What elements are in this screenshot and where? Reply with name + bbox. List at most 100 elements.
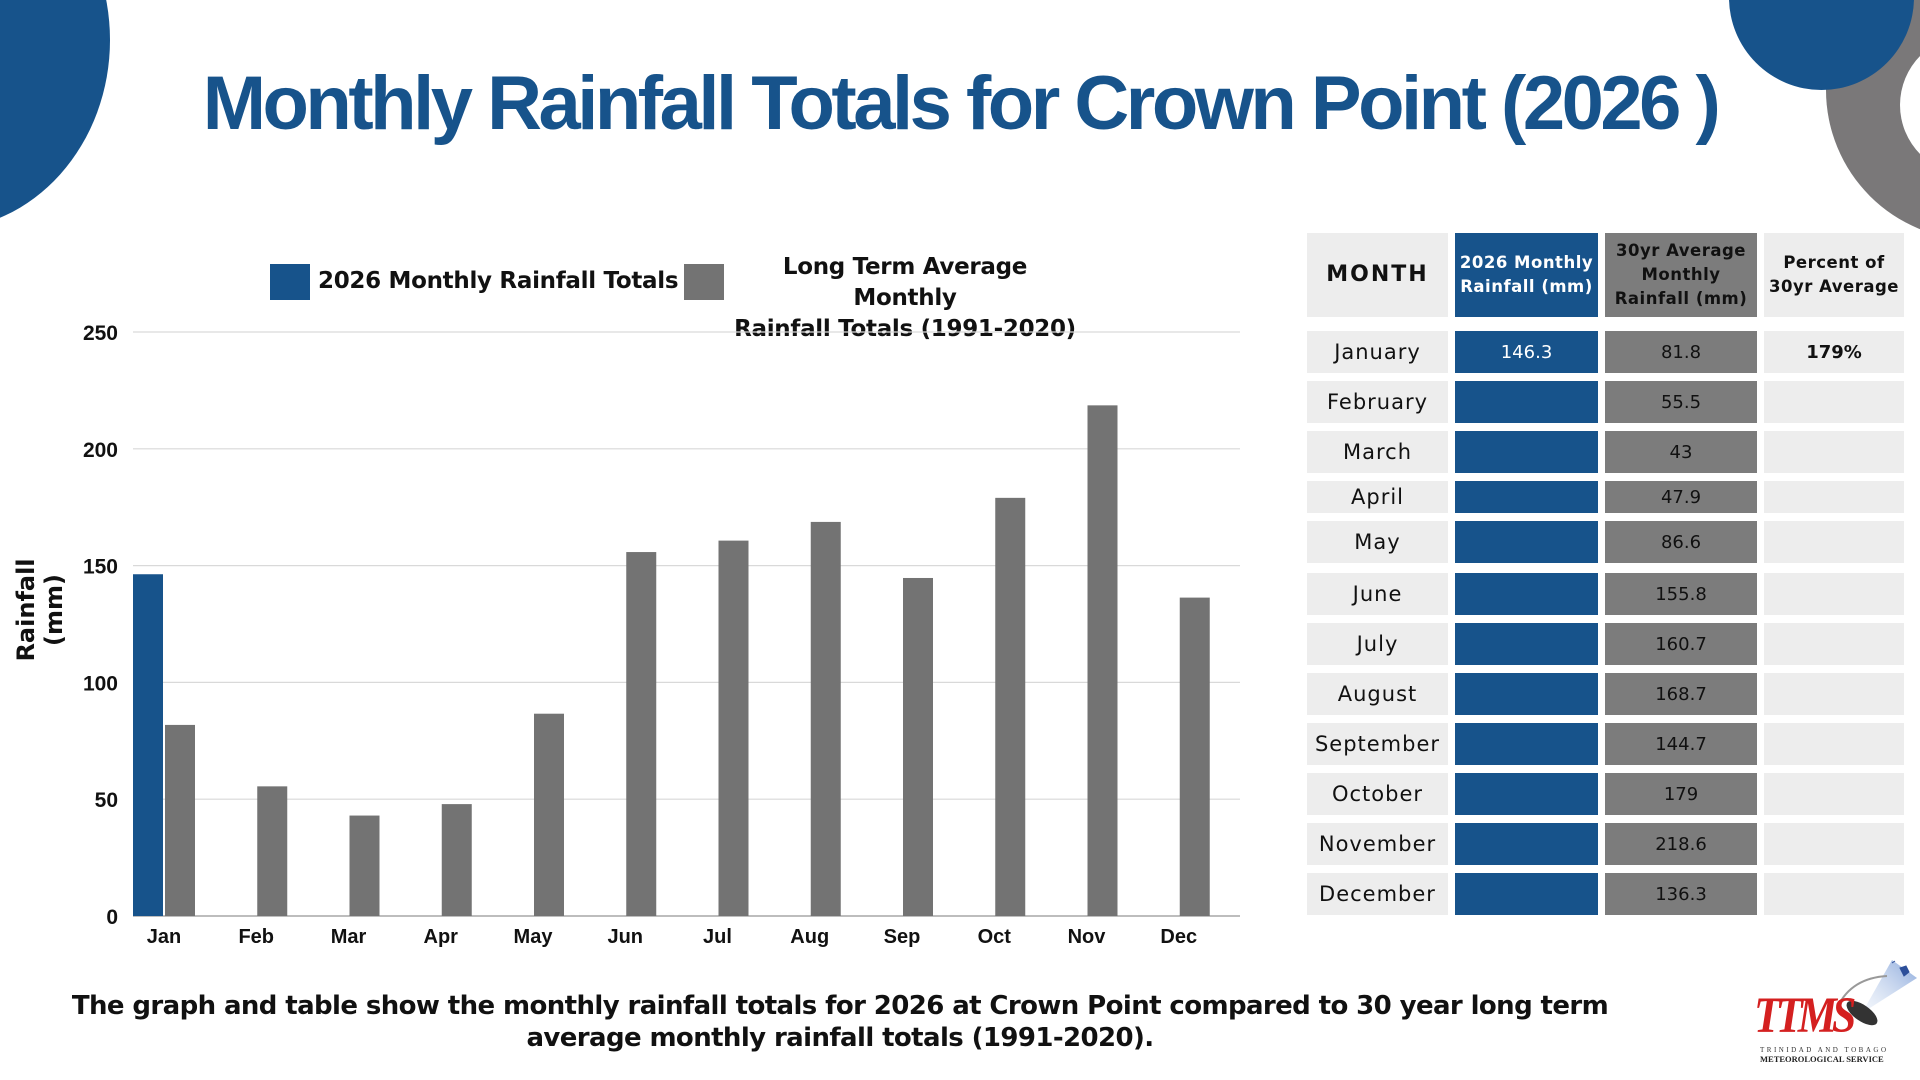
bar-2026-jan — [133, 574, 163, 916]
x-tick-label: Jun — [607, 926, 643, 948]
table-cell-month: June — [1307, 573, 1448, 615]
table-cell-30yr-average-text: 55.5 — [1660, 391, 1702, 413]
table-cell-month-text: March — [1342, 440, 1412, 464]
table-cell-30yr-average-text: 86.6 — [1660, 531, 1702, 553]
gridlines — [133, 331, 1240, 917]
table-cell-month: September — [1307, 723, 1448, 765]
bar-average-jun — [626, 552, 657, 916]
bar-average-may — [534, 713, 564, 916]
table-header-2026-line2: Rainfall (mm) — [1460, 277, 1593, 296]
table-cell-month: April — [1307, 481, 1448, 513]
table-header-2026-rainfall: 2026 Monthly Rainfall (mm) — [1455, 233, 1598, 317]
table-cell-percent — [1764, 521, 1904, 563]
table-cell-month: January — [1307, 331, 1448, 373]
footer-caption-line2: average monthly rainfall totals (1991-20… — [526, 1023, 1154, 1053]
page-title: Monthly Rainfall Totals for Crown Point … — [0, 60, 1920, 147]
rainfall-bar-chart: 0 50 100 150 200 250 Jan Feb Mar Apr May Jun Jul Aug… — [83, 322, 1240, 948]
table-cell-month-text: April — [1351, 485, 1404, 509]
x-tick-label: Dec — [1160, 926, 1197, 948]
table-cell-month: February — [1307, 381, 1448, 423]
table-header-avg-line3: Rainfall (mm) — [1614, 289, 1748, 308]
table-cell-2026-rainfall — [1455, 431, 1598, 473]
table-cell-month-text: February — [1326, 390, 1429, 414]
table-cell-30yr-average: 155.8 — [1605, 573, 1757, 615]
table-header-avg-line1: 30yr Average — [1616, 241, 1746, 260]
table-cell-month: August — [1307, 673, 1448, 715]
table-header-2026-line1: 2026 Monthly — [1459, 253, 1594, 272]
legend-swatch-average — [684, 264, 724, 300]
table-cell-30yr-average: 160.7 — [1605, 623, 1757, 665]
table-cell-percent — [1764, 873, 1904, 915]
table-cell-30yr-average-text: 43 — [1669, 441, 1693, 463]
table-cell-30yr-average-text: 155.8 — [1655, 583, 1707, 605]
table-cell-30yr-average: 136.3 — [1605, 873, 1757, 915]
legend-label-2026: 2026 Monthly Rainfall Totals — [318, 268, 679, 294]
table-cell-percent — [1764, 381, 1904, 423]
table-cell-30yr-average-text: 47.9 — [1660, 486, 1702, 508]
table-cell-30yr-average-text: 160.7 — [1655, 633, 1707, 655]
bars — [133, 405, 1210, 916]
table-cell-percent — [1764, 823, 1904, 865]
table-cell-percent — [1764, 623, 1904, 665]
table-cell-month: December — [1307, 873, 1448, 915]
y-tick-label: 50 — [95, 789, 118, 812]
bar-average-feb — [257, 786, 288, 916]
x-axis-ticks: Jan Feb Mar Apr May Jun Jul Aug Sep Oct Nov Dec — [147, 926, 1197, 948]
table-cell-30yr-average: 179 — [1605, 773, 1757, 815]
table-cell-30yr-average: 218.6 — [1605, 823, 1757, 865]
table-cell-2026-rainfall — [1455, 873, 1598, 915]
table-cell-30yr-average: 168.7 — [1605, 673, 1757, 715]
logo-text-line2: METEOROLOGICAL SERVICE — [1760, 1054, 1884, 1064]
table-cell-month-text: August — [1337, 682, 1418, 706]
table-cell-percent — [1764, 673, 1904, 715]
table-header-avg-line2: Monthly — [1641, 265, 1721, 284]
bar-average-mar — [349, 815, 380, 916]
footer-caption-line1: The graph and table show the monthly rai… — [71, 991, 1609, 1021]
table-cell-month-text: July — [1356, 632, 1399, 656]
x-tick-label: Oct — [978, 926, 1012, 948]
table-header-percent: Percent of 30yr Average — [1764, 233, 1904, 317]
bar-average-oct — [995, 497, 1026, 916]
table-cell-month-text: September — [1314, 732, 1441, 756]
table-cell-month-text: October — [1331, 782, 1424, 806]
table-cell-month-text: January — [1334, 340, 1421, 364]
table-cell-percent — [1764, 573, 1904, 615]
table-cell-2026-rainfall — [1455, 623, 1598, 665]
table-cell-month: May — [1307, 521, 1448, 563]
table-cell-percent — [1764, 773, 1904, 815]
table-header-month: MONTH — [1307, 233, 1448, 317]
table-cell-2026-rainfall — [1455, 481, 1598, 513]
ttms-logo: TTMS TRINIDAD AND TOBAGO METEOROLOGICAL … — [1740, 950, 1917, 1070]
table-cell-30yr-average-text: 144.7 — [1655, 733, 1707, 755]
footer-caption: The graph and table show the monthly rai… — [60, 990, 1620, 1054]
table-cell-30yr-average-text: 179 — [1663, 783, 1699, 805]
bar-average-aug — [810, 521, 841, 916]
table-cell-30yr-average: 55.5 — [1605, 381, 1757, 423]
table-cell-month-text: November — [1318, 832, 1437, 856]
table-cell-percent: 179% — [1764, 331, 1904, 373]
y-tick-label: 250 — [83, 322, 118, 345]
legend-swatch-2026 — [270, 264, 310, 300]
table-cell-30yr-average: 47.9 — [1605, 481, 1757, 513]
y-tick-label: 100 — [83, 672, 118, 695]
bar-average-nov — [1087, 405, 1118, 916]
y-tick-label: 150 — [83, 556, 118, 579]
table-cell-30yr-average-text: 81.8 — [1660, 341, 1702, 363]
table-cell-percent — [1764, 723, 1904, 765]
table-cell-30yr-average-text: 168.7 — [1655, 683, 1707, 705]
legend-label-average: Long Term Average Monthly Rainfall Total… — [730, 252, 1080, 345]
table-cell-30yr-average: 81.8 — [1605, 331, 1757, 373]
table-cell-2026-rainfall — [1455, 773, 1598, 815]
table-cell-30yr-average-text: 136.3 — [1655, 883, 1707, 905]
table-cell-month: November — [1307, 823, 1448, 865]
table-cell-2026-rainfall — [1455, 673, 1598, 715]
x-tick-label: May — [514, 926, 554, 948]
bar-average-dec — [1179, 597, 1210, 916]
x-tick-label: Apr — [424, 926, 459, 948]
table-header-30yr-average: 30yr Average Monthly Rainfall (mm) — [1605, 233, 1757, 317]
table-cell-percent-text: 179% — [1806, 341, 1862, 363]
table-cell-month-text: May — [1354, 530, 1401, 554]
table-cell-percent — [1764, 431, 1904, 473]
bar-average-apr — [441, 804, 472, 916]
legend-label-average-line1: Long Term Average Monthly — [782, 254, 1028, 311]
